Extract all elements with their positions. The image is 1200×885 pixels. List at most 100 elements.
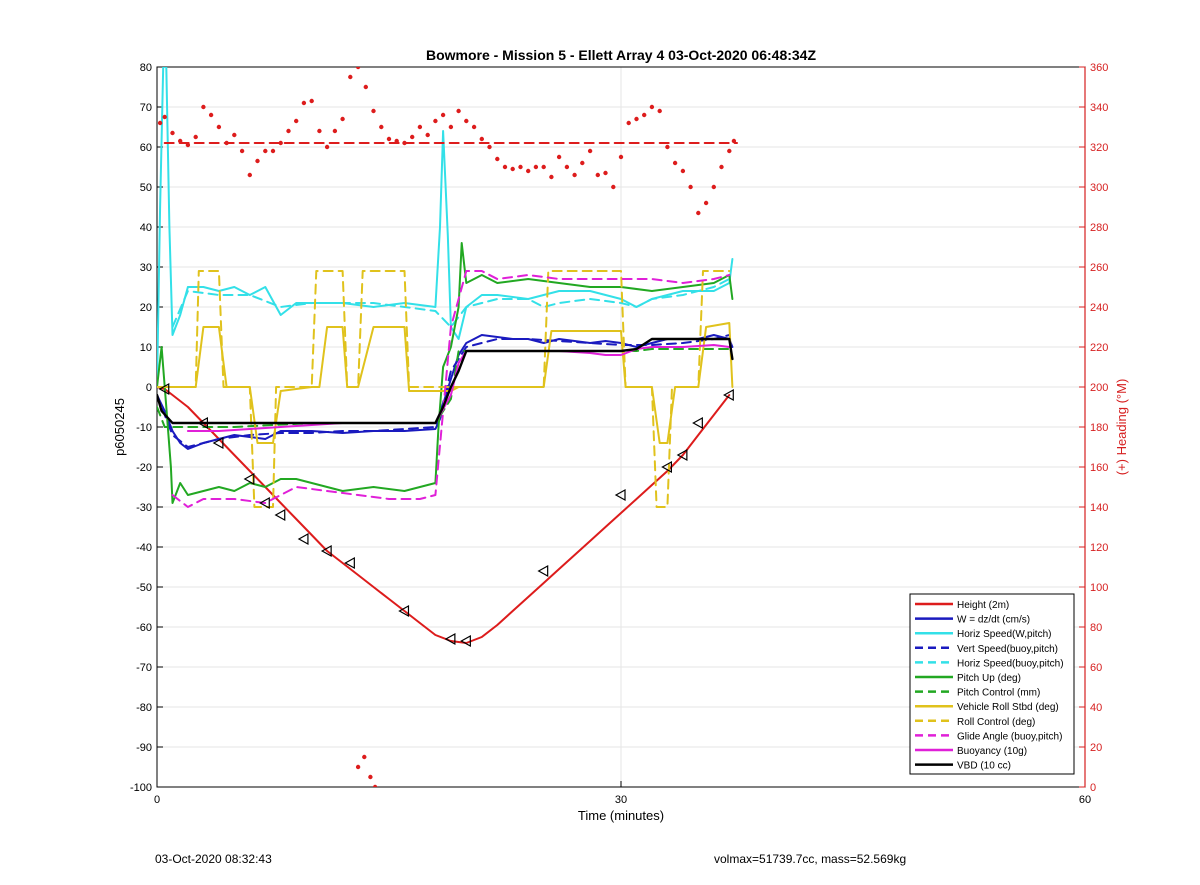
y-tick-label-left: -10 xyxy=(136,422,152,434)
height-marker xyxy=(460,634,471,648)
heading-dot xyxy=(572,172,577,178)
y-tick-label-right: 40 xyxy=(1090,702,1102,714)
series-roll-control-deg xyxy=(157,270,731,508)
heading-dot xyxy=(649,104,655,110)
legend-label: Horiz Speed(W,pitch) xyxy=(957,629,1051,640)
height-marker xyxy=(723,388,734,402)
heading-dot xyxy=(324,144,330,150)
heading-dot xyxy=(239,148,245,154)
heading-dot xyxy=(178,138,183,144)
y-tick-label-left: -100 xyxy=(130,782,152,794)
heading-dot xyxy=(564,164,570,170)
heading-dot xyxy=(580,160,585,166)
y-tick-label-right: 300 xyxy=(1090,182,1108,194)
heading-dot xyxy=(286,128,291,134)
series-horiz-speed-buoy-pitch xyxy=(171,278,731,328)
x-tick-label: 60 xyxy=(1079,794,1091,806)
footer-stats: volmax=51739.7cc, mass=52.569kg xyxy=(714,852,907,866)
series-glide-angle-buoy-pitch xyxy=(171,270,731,508)
legend-label: Horiz Speed(buoy,pitch) xyxy=(957,658,1064,669)
axis-ticks: 80706050403020100-10-20-30-40-50-60-70-8… xyxy=(130,62,1108,806)
heading-dot xyxy=(433,118,438,124)
height-markers xyxy=(158,382,734,648)
legend-label: Pitch Control (mm) xyxy=(957,688,1040,699)
series-lines xyxy=(157,67,738,644)
heading-dot xyxy=(672,160,678,166)
y-tick-label-right: 280 xyxy=(1090,222,1108,234)
heading-dot xyxy=(368,774,373,780)
legend-label: Buoyancy (10g) xyxy=(957,746,1027,757)
y-tick-label-left: -90 xyxy=(136,742,152,754)
heading-dot xyxy=(185,142,191,148)
height-marker xyxy=(320,544,332,558)
heading-dot xyxy=(440,112,446,118)
y-tick-label-right: 120 xyxy=(1090,542,1108,554)
heading-dot xyxy=(379,124,384,130)
heading-dot xyxy=(340,116,345,122)
heading-dot xyxy=(703,200,709,206)
heading-dot xyxy=(224,140,229,146)
y-tick-label-right: 100 xyxy=(1090,582,1108,594)
chart-title: Bowmore - Mission 5 - Ellett Array 4 03-… xyxy=(426,47,817,63)
y-tick-label-right: 0 xyxy=(1090,782,1096,794)
heading-dot xyxy=(355,67,361,70)
y-tick-label-right: 200 xyxy=(1090,382,1108,394)
heading-dot xyxy=(595,172,600,178)
heading-dot xyxy=(309,98,314,104)
y-tick-label-right: 60 xyxy=(1090,662,1102,674)
heading-dot xyxy=(417,124,423,130)
series-horiz-speed-w-pitch xyxy=(157,67,734,388)
y-tick-label-left: 50 xyxy=(140,182,152,194)
y-tick-label-left: 10 xyxy=(140,342,152,354)
heading-dot xyxy=(355,764,361,770)
heading-dot xyxy=(294,118,299,124)
heading-dot xyxy=(270,148,276,154)
height-marker xyxy=(212,436,224,450)
series-vbd-10-cc xyxy=(157,337,734,425)
heading-dot xyxy=(317,128,322,134)
heading-dot xyxy=(170,130,175,136)
heading-dot xyxy=(549,174,554,180)
heading-dot xyxy=(719,164,724,170)
height-marker xyxy=(692,416,703,430)
height-marker xyxy=(537,564,549,578)
heading-dot xyxy=(603,170,608,176)
heading-dot xyxy=(526,168,531,174)
legend-label: Glide Angle (buoy,pitch) xyxy=(957,731,1062,742)
height-marker xyxy=(259,496,270,510)
legend-label: W = dz/dt (cm/s) xyxy=(957,615,1030,626)
heading-dot xyxy=(502,164,508,170)
y-tick-label-left: 80 xyxy=(140,62,152,74)
heading-dot xyxy=(216,124,222,130)
legend-box xyxy=(909,593,1075,775)
y-tick-label-left: 70 xyxy=(140,102,152,114)
y-tick-label-left: -20 xyxy=(136,462,152,474)
heading-dot xyxy=(362,754,367,760)
height-marker xyxy=(676,448,688,462)
series-vehicle-roll-stbd-deg xyxy=(157,322,734,444)
heading-dot xyxy=(410,134,415,140)
heading-dot xyxy=(157,120,163,126)
heading-dot xyxy=(587,148,593,154)
heading-dot xyxy=(479,136,484,142)
y-tick-label-right: 80 xyxy=(1090,622,1102,634)
heading-dot xyxy=(371,108,376,114)
heading-dot xyxy=(448,124,454,130)
heading-dot xyxy=(510,166,515,172)
x-axis-label: Time (minutes) xyxy=(578,808,664,823)
y-tick-label-right: 240 xyxy=(1090,302,1108,314)
heading-dot xyxy=(727,148,732,154)
y-axis-label-right: (+) Heading (°M) xyxy=(1114,379,1129,476)
height-marker xyxy=(444,632,456,646)
heading-dot xyxy=(278,140,283,146)
height-marker xyxy=(158,382,170,396)
y-tick-label-right: 220 xyxy=(1090,342,1108,354)
heading-dot xyxy=(162,114,167,120)
y-tick-label-left: -50 xyxy=(136,582,152,594)
heading-dot xyxy=(201,104,206,110)
y-tick-label-right: 140 xyxy=(1090,502,1108,514)
y-tick-label-right: 360 xyxy=(1090,62,1108,74)
heading-dot xyxy=(618,154,624,160)
heading-dot xyxy=(611,184,616,190)
